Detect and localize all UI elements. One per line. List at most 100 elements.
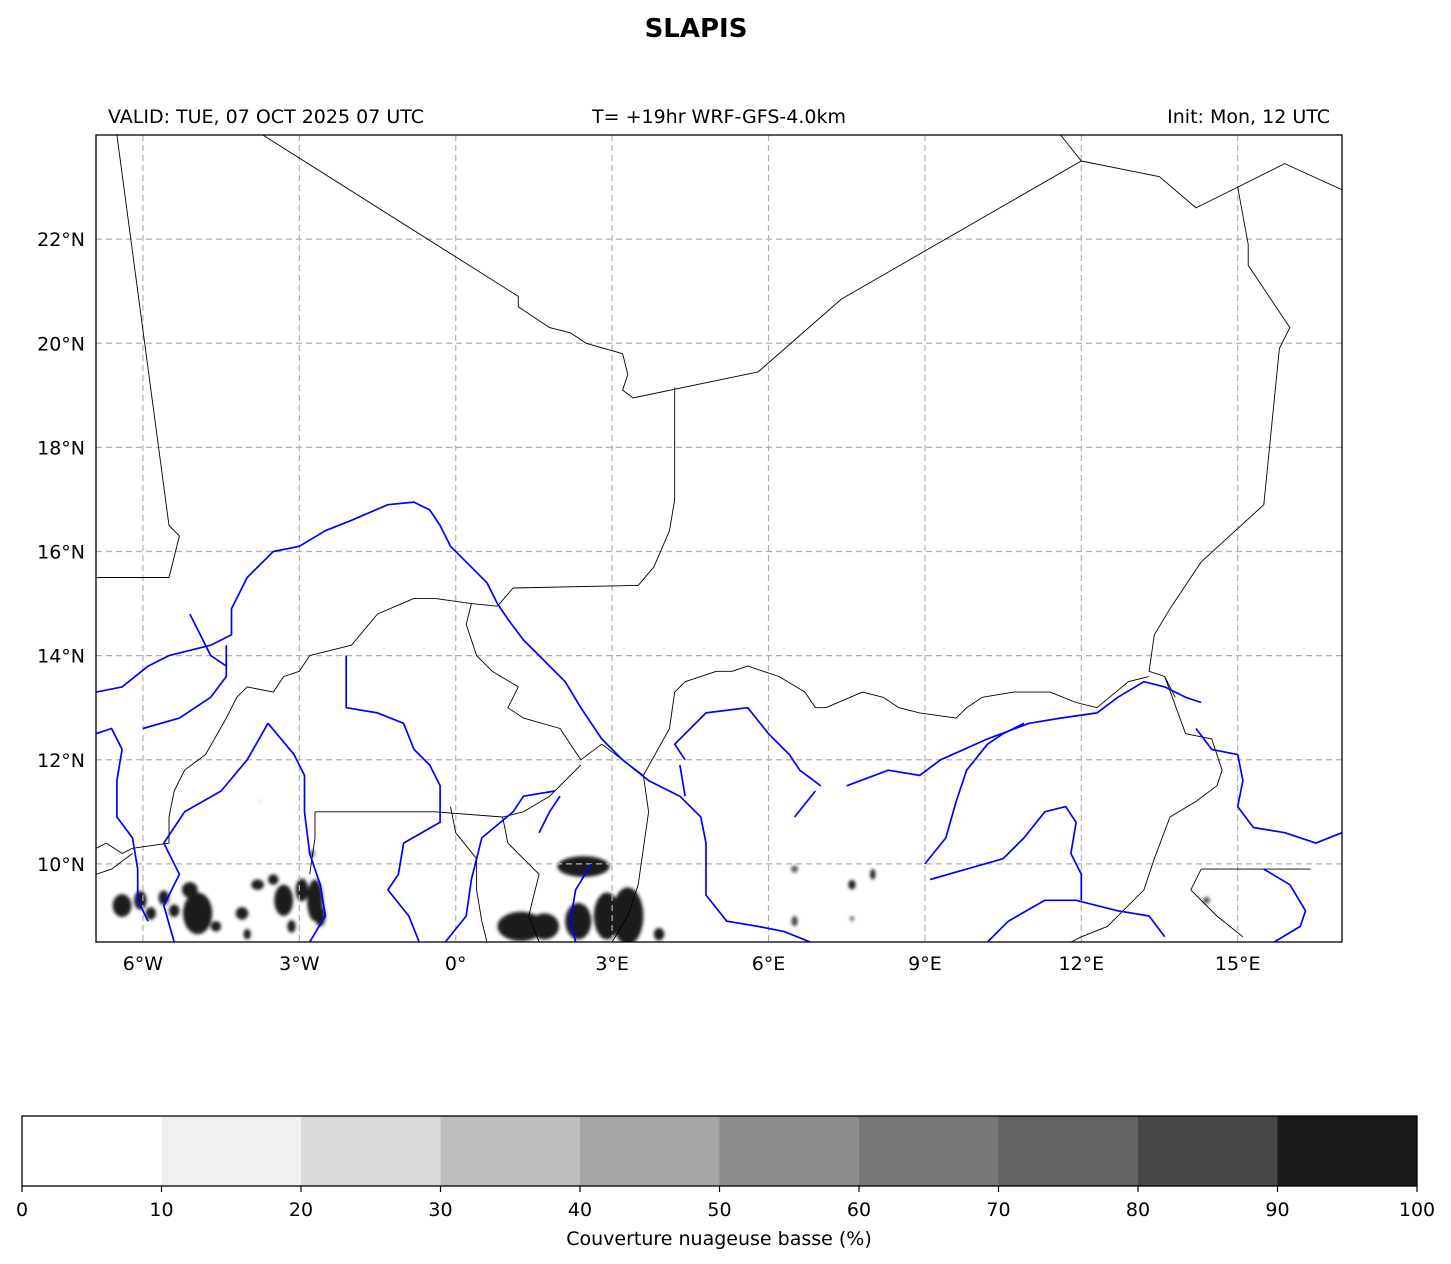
colorbar-tick-label: 90 — [1265, 1199, 1289, 1221]
cloud-cell — [145, 907, 156, 920]
longitude-label: 6°E — [752, 953, 786, 975]
cloud-cell — [251, 879, 264, 890]
colorbar-segment — [1138, 1116, 1278, 1186]
longitude-tick-labels: 6°W 3°W 0° 3°E 6°E 9°E 12°E 15°E — [123, 953, 1261, 975]
river-line — [444, 790, 555, 942]
latitude-label: 16°N — [37, 542, 85, 564]
longitude-label: 15°E — [1215, 953, 1261, 975]
latitude-label: 14°N — [37, 646, 85, 668]
colorbar-segment — [580, 1116, 720, 1186]
border-line — [643, 665, 1150, 776]
river-line — [1263, 868, 1307, 942]
longitude-label: 3°W — [279, 953, 320, 975]
border-line — [96, 135, 180, 578]
river-line — [345, 655, 441, 942]
cloud-cell — [593, 892, 620, 940]
river-line — [267, 722, 327, 942]
cloud-cell — [268, 874, 279, 885]
cloud-cell — [168, 904, 180, 918]
colorbar: 0 10 20 30 40 50 60 70 80 90 100 Couverture nuageu… — [16, 1115, 1435, 1250]
cloud-cell — [565, 902, 592, 940]
colorbar-segment — [998, 1116, 1139, 1186]
colorbar-segment — [719, 1116, 860, 1186]
river-line — [189, 613, 227, 667]
colorbar-segment — [22, 1116, 162, 1186]
colorbar-label: Couverture nuageuse basse (%) — [566, 1228, 872, 1250]
border-line — [96, 853, 133, 875]
border-line — [465, 603, 650, 942]
map-frame — [95, 134, 1343, 943]
colorbar-segment — [1277, 1116, 1418, 1186]
rivers — [96, 501, 1342, 942]
colorbar-segment — [859, 1116, 999, 1186]
colorbar-tick-label: 40 — [568, 1199, 592, 1221]
cloud-cell — [557, 856, 610, 877]
colorbar-tick-label: 60 — [847, 1199, 871, 1221]
river-line — [1195, 727, 1342, 844]
colorbar-tick-label: 20 — [289, 1199, 313, 1221]
cloud-cell — [849, 915, 855, 922]
colorbar-tick-label: 0 — [16, 1199, 28, 1221]
river-line — [96, 727, 149, 922]
border-line — [262, 135, 1342, 399]
valid-time-label: VALID: TUE, 07 OCT 2025 07 UTC — [108, 106, 424, 128]
border-line — [309, 811, 316, 875]
latitude-label: 18°N — [37, 437, 85, 459]
cloud-cell — [848, 880, 856, 890]
cloud-cell — [243, 928, 251, 940]
border-line — [1148, 187, 1291, 698]
init-time-label: Init: Mon, 12 UTC — [1167, 106, 1330, 128]
colorbar-tick-label: 10 — [149, 1199, 173, 1221]
cloud-cell — [112, 894, 132, 918]
latitude-tick-labels: 22°N 20°N 18°N 16°N 14°N 12°N 10°N — [37, 229, 85, 876]
map-panel: 6°W 3°W 0° 3°E 6°E 9°E 12°E 15°E 22°N 20°N 18°N 16… — [37, 134, 1343, 975]
river-line — [673, 706, 822, 787]
border-line — [502, 816, 540, 942]
river-line — [96, 501, 811, 942]
border-line — [1060, 135, 1082, 162]
colorbar-segments — [22, 1116, 1418, 1186]
longitude-label: 12°E — [1058, 953, 1104, 975]
cloud-cell — [257, 798, 263, 805]
cloud-cell — [210, 921, 222, 932]
forecast-model-label: T= +19hr WRF-GFS-4.0km — [591, 106, 846, 128]
cloud-cell — [870, 869, 876, 880]
cloud-cell — [790, 865, 799, 873]
river-line — [793, 790, 817, 818]
latitude-label: 10°N — [37, 854, 85, 876]
cloud-cell — [653, 927, 665, 941]
latitude-label: 20°N — [37, 333, 85, 355]
colorbar-segment — [440, 1116, 581, 1186]
cloud-cell — [183, 892, 213, 935]
colorbar-tick-label: 50 — [707, 1199, 731, 1221]
latitude-label: 22°N — [37, 229, 85, 251]
border-line — [1070, 676, 1223, 942]
map-background — [96, 135, 1342, 942]
cloud-cell — [529, 913, 559, 940]
longitude-label: 9°E — [908, 953, 942, 975]
cloud-cell — [274, 884, 294, 916]
border-line — [450, 806, 488, 942]
river-line — [538, 795, 561, 834]
colorbar-tick-label: 30 — [428, 1199, 452, 1221]
cloud-cell — [287, 920, 296, 933]
river-line — [846, 680, 1202, 787]
colorbar-segment — [161, 1116, 302, 1186]
river-line — [986, 899, 1166, 942]
river-line — [162, 722, 269, 942]
colorbar-ticks: 0 10 20 30 40 50 60 70 80 90 100 — [16, 1186, 1435, 1221]
river-line — [679, 764, 686, 797]
river-line — [929, 805, 1083, 901]
figure-title: SLAPIS — [645, 14, 748, 44]
border-line — [1190, 868, 1244, 938]
latitude-label: 12°N — [37, 750, 85, 772]
river-line — [924, 722, 1025, 865]
colorbar-tick-label: 70 — [986, 1199, 1010, 1221]
colorbar-segment — [301, 1116, 441, 1186]
cloud-cell — [295, 878, 309, 902]
colorbar-tick-label: 80 — [1126, 1199, 1150, 1221]
river-line — [569, 863, 593, 942]
longitude-label: 6°W — [123, 953, 164, 975]
longitude-label: 3°E — [595, 953, 629, 975]
